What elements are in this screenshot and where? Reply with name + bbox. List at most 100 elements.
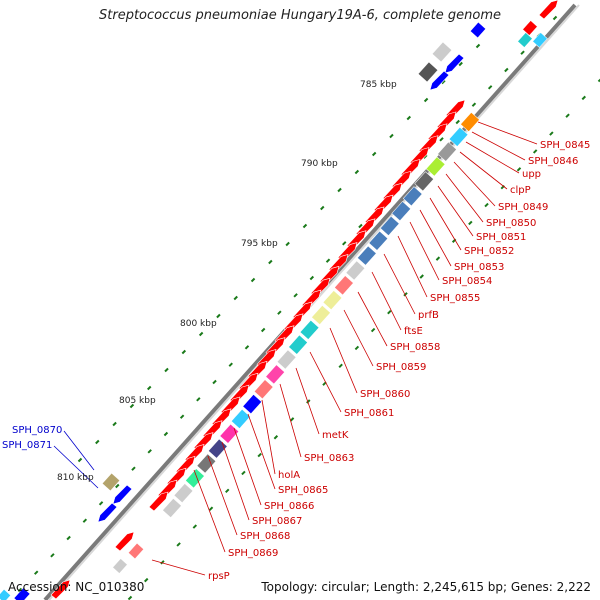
gene-block [425,156,446,177]
scale-tick [98,501,104,506]
gene-block [517,32,533,48]
gene-label: SPH_0863 [304,453,354,464]
scale-tick [34,570,39,575]
scale-label: 805 kbp [119,396,156,406]
scale-tick [198,331,204,337]
scale-tick [581,95,587,101]
gene-block [230,408,251,429]
leader-line [329,327,358,394]
scale-tick [115,483,120,489]
gene-block [112,558,128,574]
map-title: Streptococcus pneumoniae Hungary19A-6, c… [99,8,501,23]
scale-tick [435,256,441,261]
scale-tick [216,313,221,319]
gene-label: SPH_0867 [252,516,302,527]
scale-tick [565,113,570,118]
gene-block [437,141,457,162]
scale-tick [306,399,311,404]
scale-tick [337,187,342,193]
forward-gene-arrow [148,491,169,512]
scale-tick [371,151,377,157]
scale-tick [289,417,295,422]
scale-tick [164,367,169,373]
scale-tick [302,223,308,229]
forward-gene-arrow [114,531,135,552]
gene-label: SPH_0845 [540,140,590,151]
scale-label: 795 kbp [241,239,278,249]
genome-backbone-highlight [48,4,580,600]
reverse-gene-arrow [97,502,118,523]
scale-tick [277,310,282,315]
leader-line [371,271,402,331]
gene-block [162,498,182,518]
gene-block [391,201,412,222]
scale-tick [325,258,331,263]
leader-line [459,151,508,190]
gene-label: SPH_0866 [264,501,314,512]
gene-label: SPH_0860 [360,389,410,400]
gene-block [532,32,548,48]
gene-label: SPH_0852 [464,246,514,257]
gene-block [402,186,423,207]
leader-line [63,430,95,471]
gene-label: SPH_0868 [240,531,290,542]
gene-label: clpP [510,185,531,196]
scale-tick [455,119,460,125]
gene-block [253,379,274,400]
gene-block [299,319,320,340]
gene-block [173,483,194,504]
leader-line [207,455,238,536]
scale-tick [358,223,363,229]
scale-tick [468,220,473,226]
scale-tick [77,457,83,463]
scale-tick [273,435,279,440]
scale-tick [354,169,360,175]
leader-line [151,559,206,576]
gene-features [0,0,559,600]
scale-tick [127,595,133,600]
scale-tick [320,205,325,211]
gene-block [460,112,480,132]
gene-label: SPH_0855 [430,293,480,304]
scale-label: 785 kbp [360,80,397,90]
scale-tick [176,542,181,547]
accession-text: Accession: NC_010380 [8,580,145,594]
scale-tick [82,518,88,523]
scale-tick [475,43,481,49]
gene-block [345,260,366,281]
forward-gene-arrow [538,0,559,20]
leader-line [53,445,99,489]
scale-tick [233,295,238,301]
leader-line [221,441,250,521]
leader-line [247,413,276,490]
leader-line [477,121,538,145]
scale-tick [597,78,600,83]
leader-line [233,427,262,506]
scale-tick [129,403,135,409]
scale-tick [66,535,71,541]
reverse-gene-arrow [112,484,133,505]
gene-label: SPH_0869 [228,548,278,559]
leader-line [343,309,374,367]
gene-block [276,349,297,370]
scale-tick [419,274,424,279]
scale-tick [268,259,273,265]
scale-tick [147,385,152,391]
scale-tick [225,488,230,494]
leader-line [409,221,440,281]
gene-label: SPH_0861 [344,408,394,419]
scale-tick [192,524,198,529]
gene-block [431,41,453,63]
scale-tick [549,131,554,136]
gene-block [13,587,31,600]
scale-tick [293,293,298,298]
scale-tick [516,167,522,172]
scale-tick [389,133,394,139]
gene-label: holA [278,470,300,481]
scale-tick [338,363,343,369]
leader-line [437,185,474,237]
gene-block [196,453,217,474]
gene-label: rpsP [208,571,230,582]
leader-line [193,469,226,553]
